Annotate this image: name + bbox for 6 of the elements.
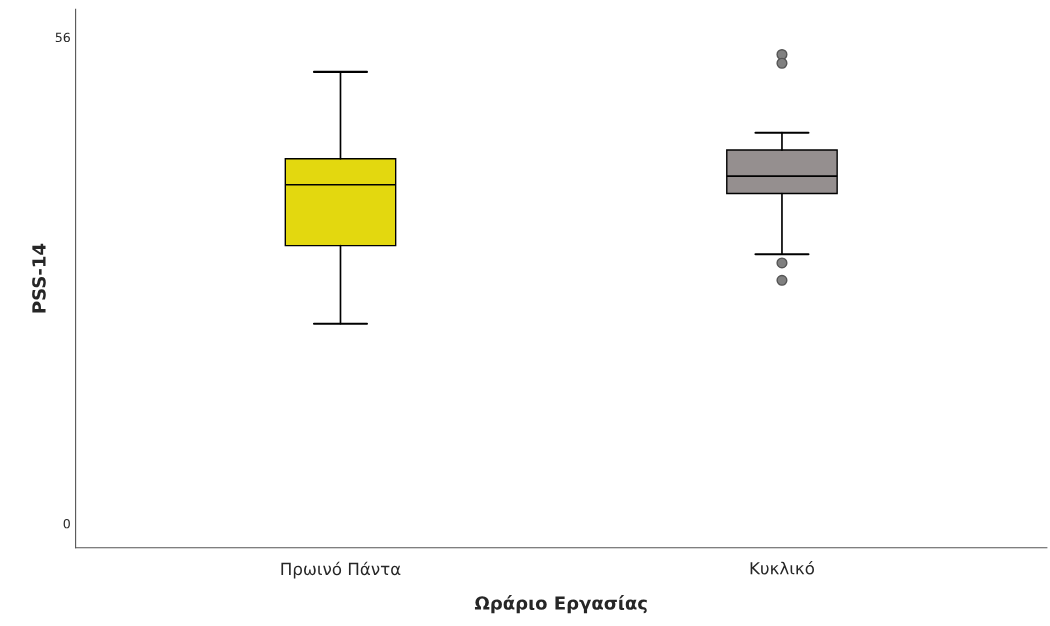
x-tick-label: Κυκλικό <box>750 560 815 575</box>
y-tick-label: 56 <box>55 32 70 43</box>
y-axis-title: PSS-14 <box>32 243 46 313</box>
x-tick-label: Πρωινό Πάντα <box>281 561 401 579</box>
x-axis-title: Ωράριο Εργασίας <box>474 595 647 614</box>
y-tick-label: 0 <box>63 518 70 529</box>
